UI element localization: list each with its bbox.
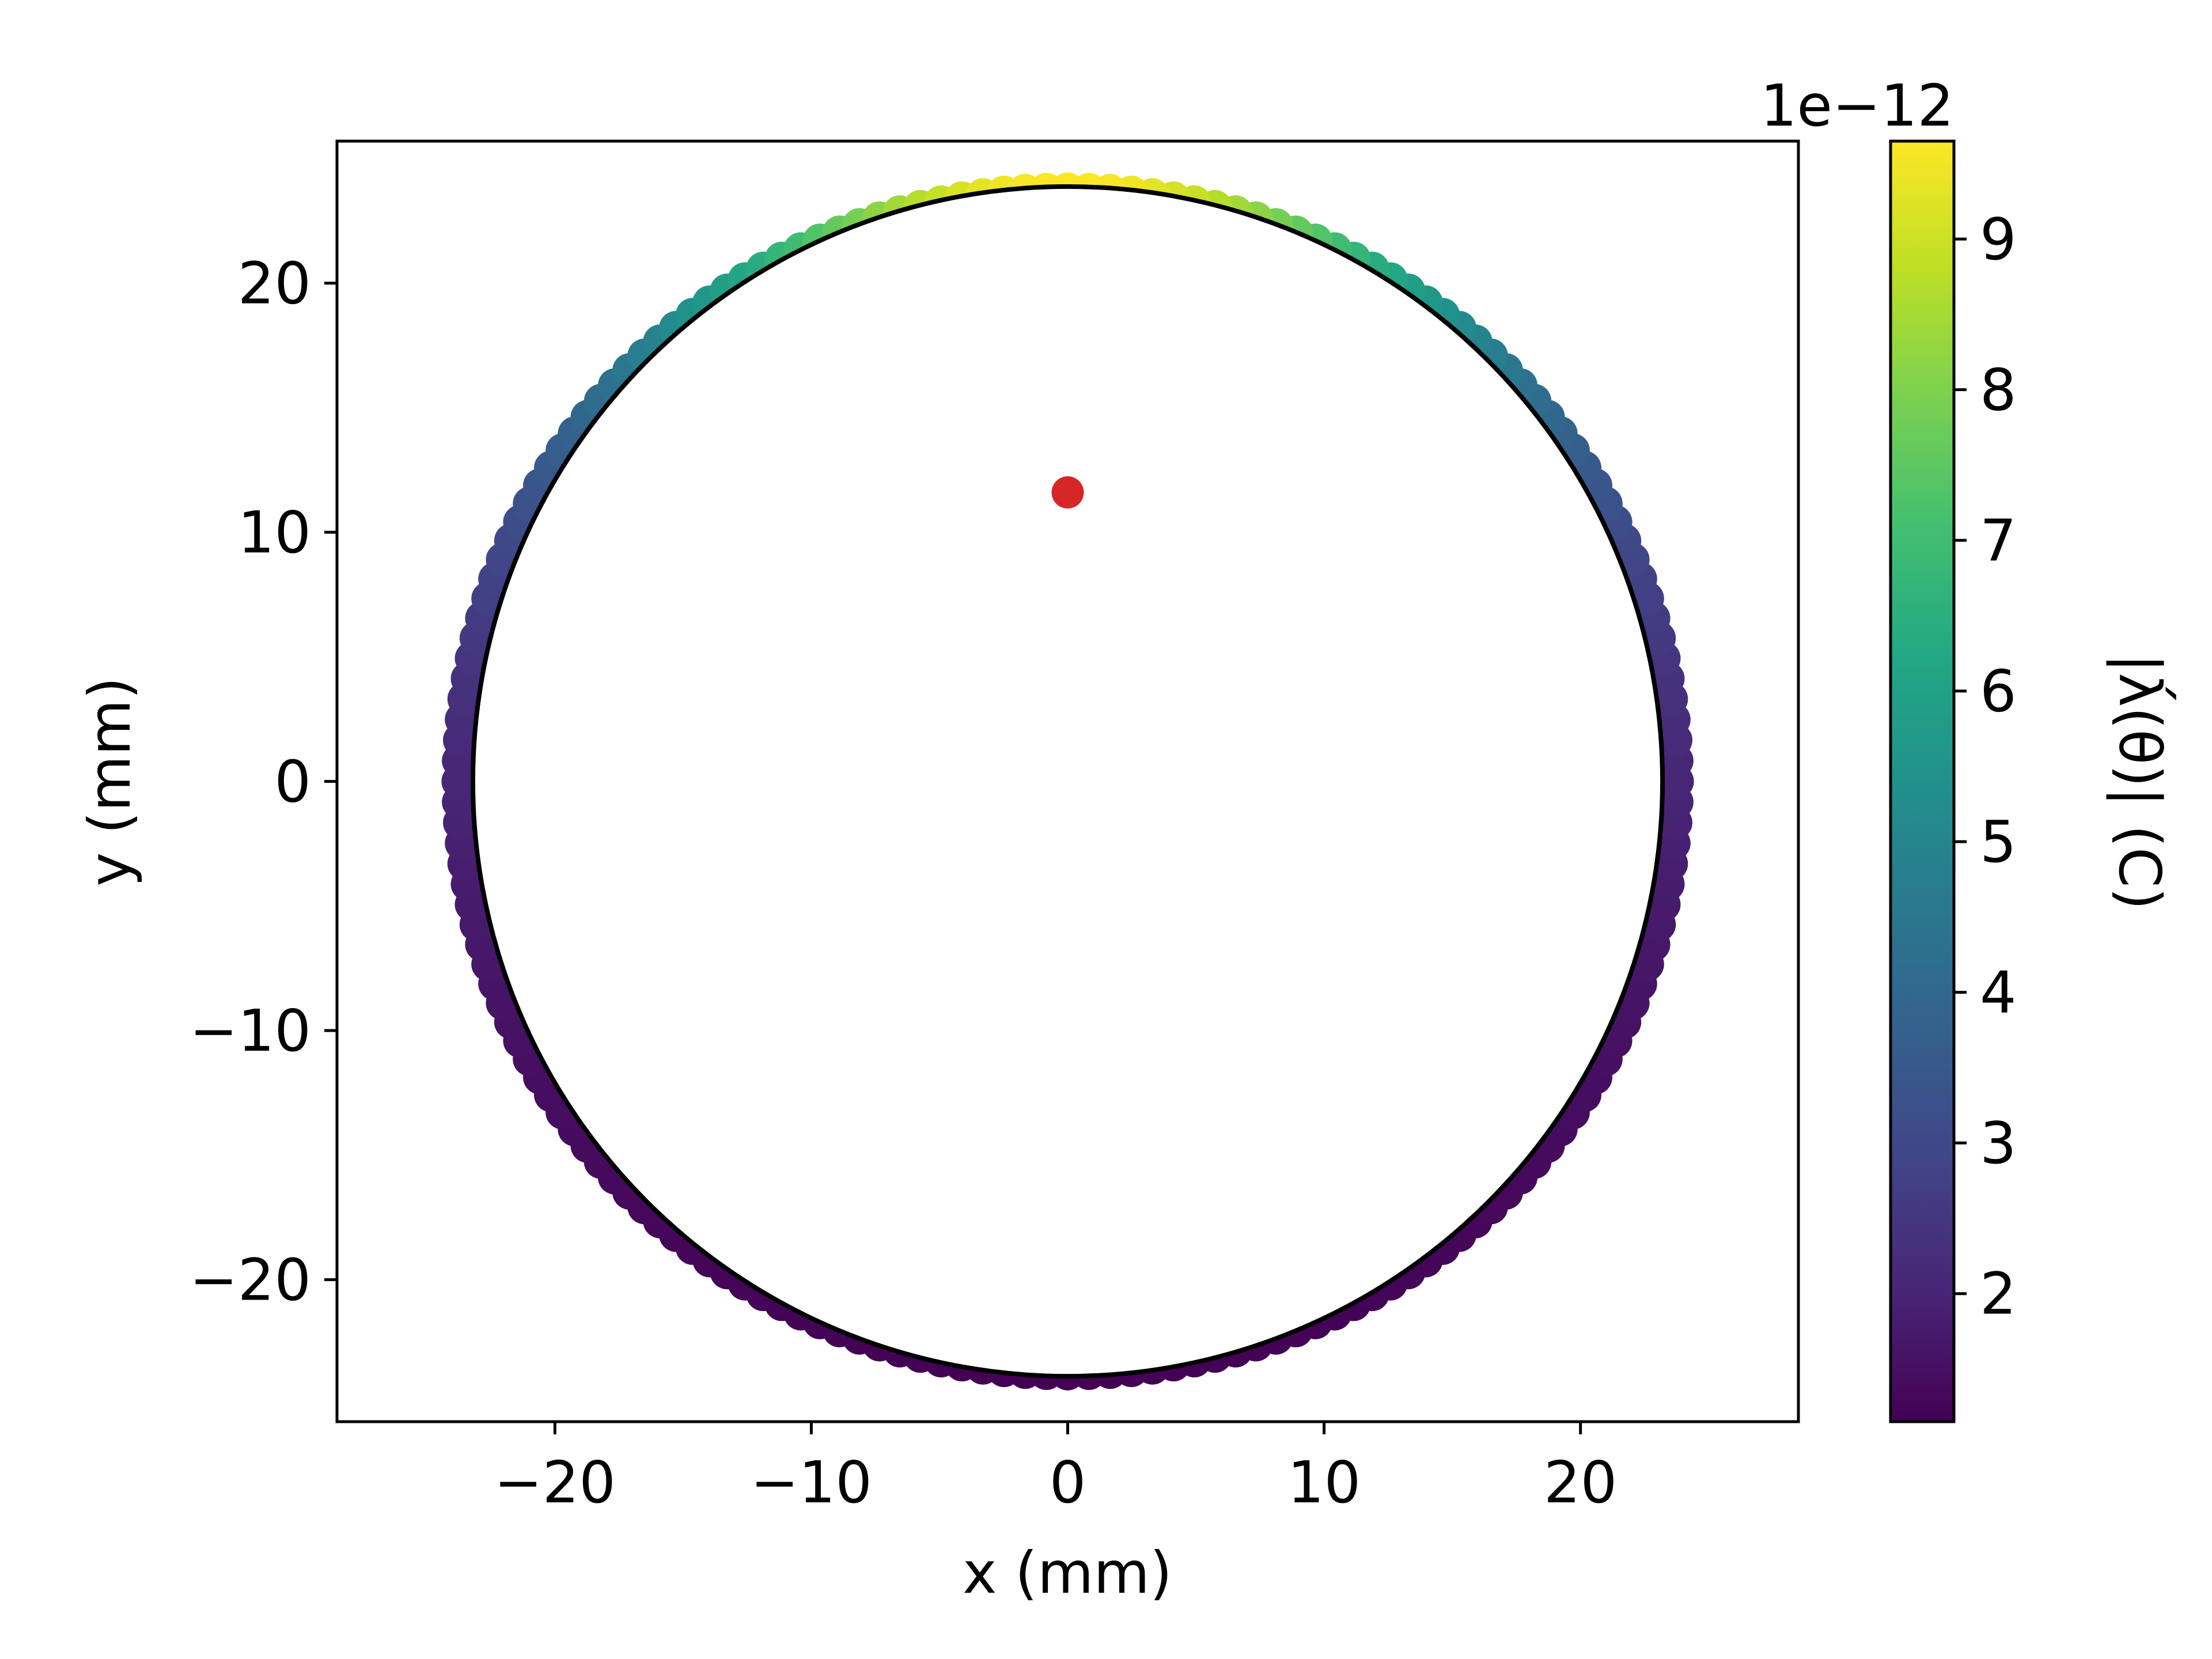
boundary-layer bbox=[470, 184, 1665, 1379]
y-tick-label: 0 bbox=[274, 748, 311, 816]
source-marker bbox=[1051, 476, 1084, 509]
y-tick-label: 20 bbox=[238, 250, 311, 317]
colorbar-tick-label: 2 bbox=[1980, 1260, 2017, 1328]
colorbar-ticks: 2 3 4 5 6 7 8 9 bbox=[1954, 206, 2017, 1328]
colorbar-label: |λ́(θ)| (C) bbox=[2106, 653, 2177, 910]
colorbar-tick-label: 7 bbox=[1980, 507, 2017, 574]
colorbar-multiplier: 1e−12 bbox=[1760, 72, 1954, 139]
y-tick-label: −10 bbox=[190, 997, 311, 1065]
x-axis-label: x (mm) bbox=[963, 1539, 1172, 1607]
y-axis-ticks: −20 −10 0 10 20 bbox=[190, 250, 337, 1313]
colorbar-tick-label: 4 bbox=[1980, 959, 2017, 1027]
colorbar-tick-label: 5 bbox=[1980, 808, 2017, 876]
x-tick-label: 20 bbox=[1544, 1449, 1617, 1516]
y-axis-label: y (mm) bbox=[76, 677, 143, 887]
colorbar-gradient bbox=[1889, 139, 1956, 1423]
y-tick-label: 10 bbox=[238, 499, 311, 566]
x-tick-label: 10 bbox=[1287, 1449, 1361, 1516]
colorbar-tick-label: 6 bbox=[1980, 658, 2017, 725]
x-tick-label: −20 bbox=[494, 1449, 616, 1516]
colorbar-tick-label: 9 bbox=[1980, 206, 2017, 273]
colorbar: 2 3 4 5 6 7 8 9 1e−12 |λ́(θ)| (C) bbox=[1760, 72, 2177, 1423]
boundary-circle bbox=[470, 184, 1665, 1379]
colorbar-tick-label: 8 bbox=[1980, 357, 2017, 424]
marker-layer bbox=[1051, 476, 1084, 509]
plot-area bbox=[335, 139, 1800, 1423]
x-tick-label: 0 bbox=[1050, 1449, 1086, 1516]
x-tick-label: −10 bbox=[751, 1449, 872, 1516]
x-axis-ticks: −20 −10 0 10 20 bbox=[494, 1422, 1617, 1516]
colorbar-tick-label: 3 bbox=[1980, 1109, 2017, 1177]
y-tick-label: −20 bbox=[190, 1246, 311, 1313]
